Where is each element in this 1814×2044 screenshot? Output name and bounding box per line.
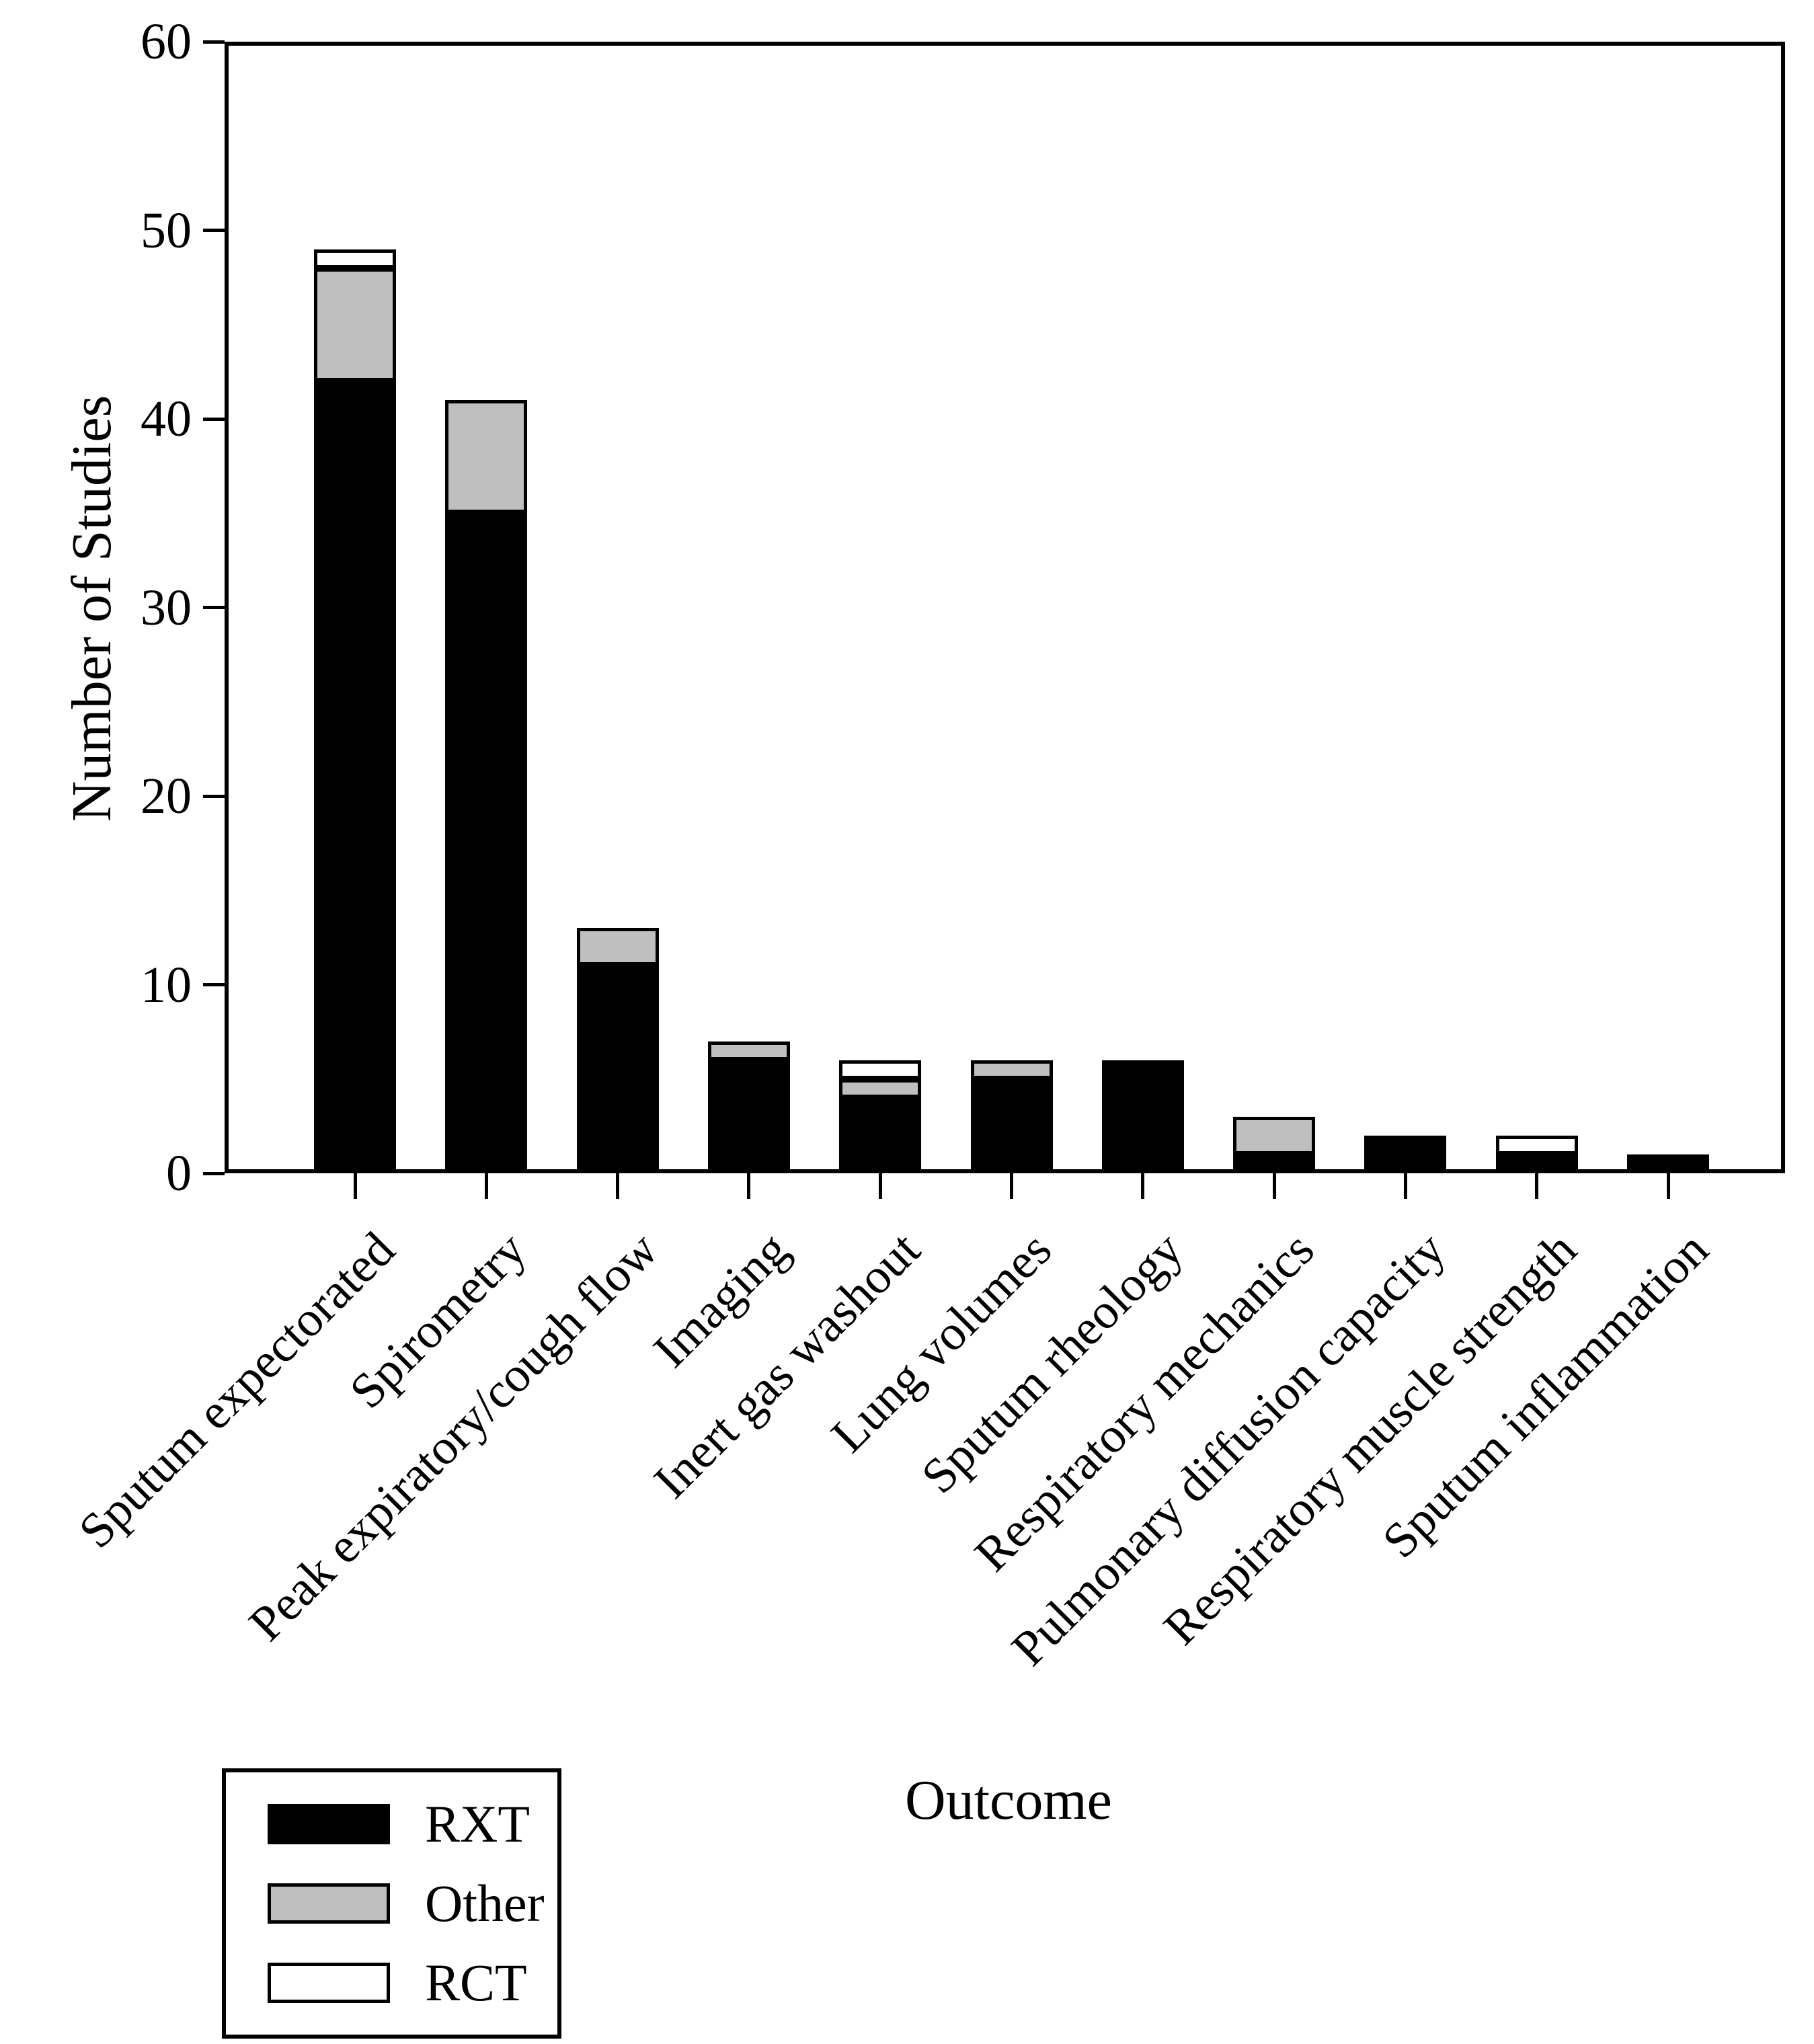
bar-segment-rxt: [970, 1078, 1053, 1173]
bar-segment-other: [1233, 1116, 1316, 1154]
bar-segment-rxt: [707, 1060, 790, 1173]
bar-segment-rxt: [1101, 1060, 1184, 1173]
bar-segment-rxt: [445, 513, 528, 1173]
legend-row-rct: RCT: [268, 1957, 557, 2009]
legend-row-rxt: RXT: [268, 1798, 557, 1850]
y-tick-label: 30: [141, 579, 192, 636]
y-tick-label: 0: [166, 1145, 192, 1202]
legend-row-other: Other: [268, 1877, 557, 1930]
bar-segment-other: [576, 928, 659, 966]
legend-label-other: Other: [425, 1874, 545, 1932]
bar-segment-rct: [839, 1060, 922, 1079]
bar-segment-other: [707, 1041, 790, 1060]
x-axis-tick: [1010, 1173, 1013, 1199]
x-axis-tick: [1141, 1173, 1145, 1199]
x-axis-tick: [878, 1173, 882, 1199]
x-axis-tick: [1272, 1173, 1276, 1199]
y-tick-label: 10: [141, 956, 192, 1013]
y-tick-label: 50: [141, 202, 192, 259]
bar-segment-other: [445, 399, 528, 514]
y-tick-label: 60: [141, 13, 192, 70]
x-axis-tick: [484, 1173, 488, 1199]
x-axis-tick: [616, 1173, 620, 1199]
bar-segment-other: [839, 1078, 922, 1098]
legend-swatch-rct: [268, 1963, 390, 2003]
y-axis-tick: [203, 229, 225, 232]
x-axis-tick: [353, 1173, 357, 1199]
bar-segment-rxt: [576, 966, 659, 1173]
x-axis-tick: [747, 1173, 751, 1199]
legend-label-rxt: RXT: [425, 1795, 530, 1853]
y-axis-tick: [203, 606, 225, 609]
bar-segment-rxt: [314, 381, 396, 1173]
bar-segment-other: [970, 1060, 1053, 1079]
y-tick-label: 40: [141, 391, 192, 447]
y-axis-title: Number of Studies: [61, 395, 123, 822]
legend-swatch-other: [268, 1883, 390, 1924]
y-tick-label: 20: [141, 768, 192, 824]
y-axis-tick: [203, 417, 225, 421]
bar-segment-rxt: [1495, 1154, 1578, 1173]
x-axis-tick: [1403, 1173, 1407, 1199]
legend-label-rct: RCT: [425, 1953, 527, 2012]
legend-box: RXT Other RCT: [222, 1768, 561, 2039]
x-axis-title: Outcome: [905, 1769, 1112, 1832]
bar-segment-rct: [314, 249, 396, 268]
bar-segment-rxt: [1364, 1135, 1447, 1173]
y-axis-tick: [203, 983, 225, 986]
bar-segment-rxt: [1233, 1154, 1316, 1173]
y-axis-tick: [203, 794, 225, 798]
legend-swatch-rxt: [268, 1804, 390, 1844]
bar-segment-other: [314, 268, 396, 381]
x-axis-tick: [1535, 1173, 1539, 1199]
bar-segment-rxt: [839, 1097, 922, 1173]
x-axis-tick: [1666, 1173, 1670, 1199]
y-axis-tick: [203, 40, 225, 44]
bar-segment-rxt: [1627, 1154, 1709, 1173]
y-axis-tick: [203, 1171, 225, 1175]
bar-segment-rct: [1495, 1135, 1578, 1154]
